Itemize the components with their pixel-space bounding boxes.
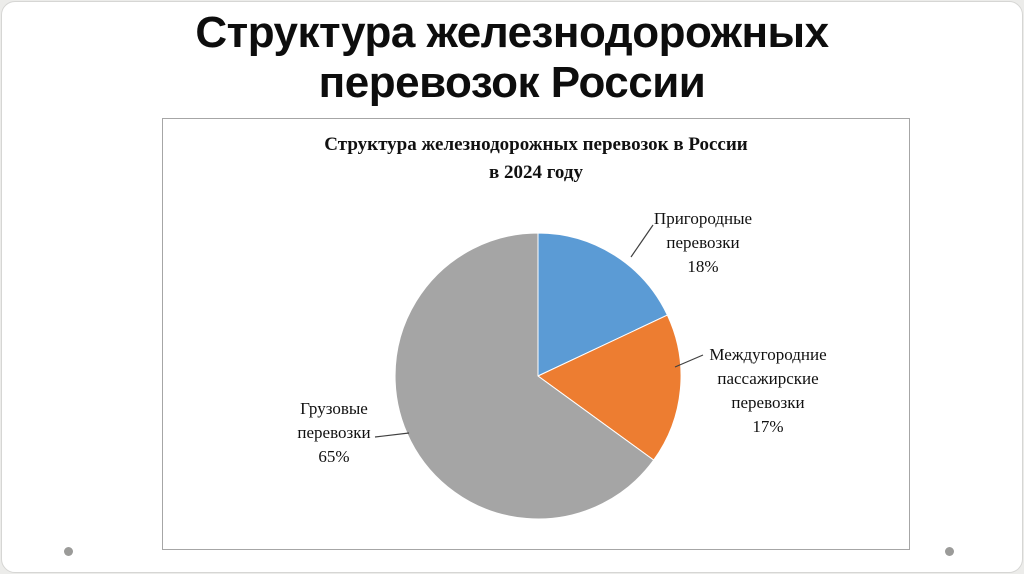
data-label-freight-percent: 65%: [318, 447, 350, 466]
data-label-suburban: Пригородные перевозки 18%: [618, 207, 788, 279]
data-label-freight-line2: перевозки: [297, 423, 371, 442]
pie-slice-3: [394, 232, 655, 520]
slide-title: Структура железнодорожных перевозок Росс…: [2, 8, 1022, 108]
pie-slice-2: [537, 314, 682, 461]
data-label-intercity-line2: пассажирские: [717, 369, 819, 388]
chart-title-line2: в 2024 году: [489, 162, 583, 183]
data-label-suburban-line2: перевозки: [666, 233, 740, 252]
leader-line-intercity: [674, 354, 704, 368]
pie-chart: [374, 224, 704, 520]
slide-title-line2: перевозок России: [318, 58, 706, 107]
chart-title-line1: Структура железнодорожных перевозок в Ро…: [324, 134, 748, 155]
chart-panel: Структура железнодорожных перевозок в Ро…: [162, 118, 910, 550]
data-label-freight: Грузовые перевозки 65%: [259, 397, 409, 469]
leader-line-suburban: [630, 224, 654, 258]
data-label-intercity-line1: Междугородние: [709, 345, 827, 364]
chart-title: Структура железнодорожных перевозок в Ро…: [163, 131, 909, 187]
decorative-dot-left: [64, 547, 73, 556]
data-label-intercity: Междугородние пассажирские перевозки 17%: [673, 343, 863, 439]
data-label-suburban-percent: 18%: [687, 257, 719, 276]
data-label-freight-line1: Грузовые: [300, 399, 368, 418]
data-label-intercity-line3: перевозки: [731, 393, 805, 412]
data-label-suburban-line1: Пригородные: [653, 209, 753, 228]
slide-title-line1: Структура железнодорожных: [195, 8, 829, 57]
leader-line-freight: [374, 432, 410, 438]
pie-slice-1: [537, 232, 669, 377]
data-label-intercity-percent: 17%: [752, 417, 784, 436]
pie-slices-group: [394, 232, 682, 520]
decorative-dot-right: [945, 547, 954, 556]
